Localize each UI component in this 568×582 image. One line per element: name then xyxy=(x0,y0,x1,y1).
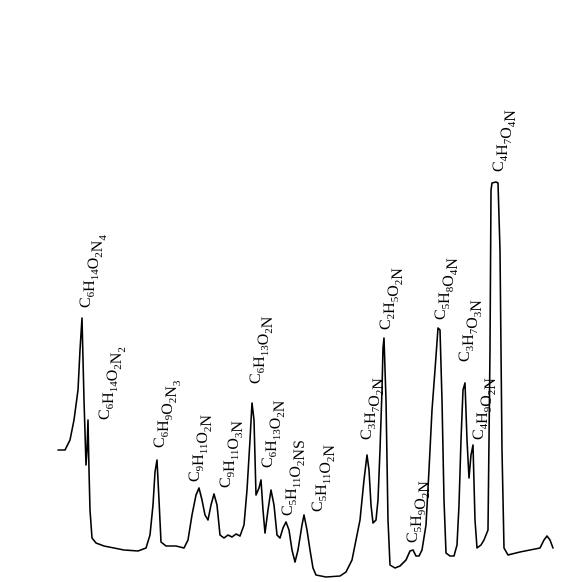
peak-label: C4H7O4N xyxy=(490,110,519,172)
peak-label: C4H9O2N xyxy=(470,378,499,440)
peak-label: C5H11O2NS xyxy=(279,440,308,516)
peak-label: C6H13O2N xyxy=(259,400,288,468)
peak-label: C6H14O2N4 xyxy=(77,235,109,308)
peak-label: C5H11O2N xyxy=(309,445,338,512)
peak-label: C9H11O2N xyxy=(186,415,215,482)
peak-label: C6H14O2N2 xyxy=(96,347,128,420)
peak-label: C9H11O3N xyxy=(217,421,246,488)
peak-label: C6H13O2N xyxy=(247,316,276,384)
chromatogram-trace xyxy=(57,181,554,578)
peak-label: C3H7O2N xyxy=(358,378,387,440)
peak-label: C5H8O4N xyxy=(432,258,461,320)
peak-label: C3H7O3N xyxy=(456,300,485,362)
peak-label-layer: C6H14O2N4 C6H14O2N2 C6H9O2N3C9H11O2NC9H11O… xyxy=(77,110,519,543)
peak-label: C5H9O2N xyxy=(404,481,433,543)
peak-label: C2H5O2N xyxy=(377,268,406,330)
peak-label: C6H9O2N3 xyxy=(151,380,183,448)
